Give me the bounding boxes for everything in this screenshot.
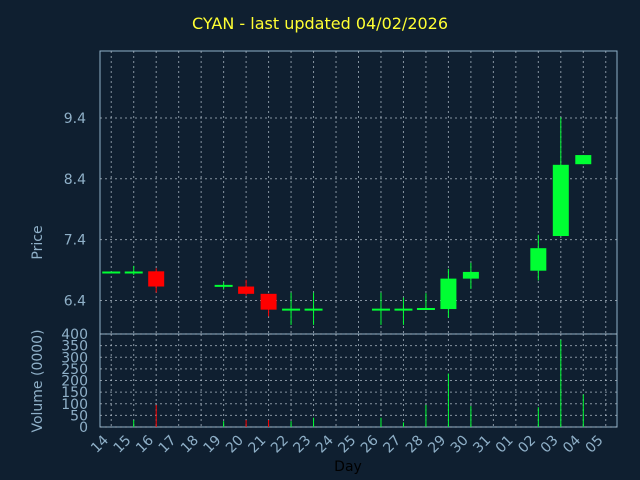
volume-tick-label: 350 bbox=[61, 339, 88, 355]
candle bbox=[148, 268, 165, 293]
candle-body bbox=[530, 248, 547, 271]
candle bbox=[214, 282, 233, 290]
x-tick-label: 25 bbox=[335, 433, 359, 457]
chart-title: CYAN - last updated 04/02/2026 bbox=[191, 14, 449, 33]
x-tick-label: 29 bbox=[425, 433, 449, 457]
candle bbox=[260, 293, 277, 317]
x-tick-label: 30 bbox=[448, 433, 472, 457]
x-tick-label: 21 bbox=[245, 433, 269, 457]
x-tick-label: 02 bbox=[515, 433, 539, 457]
candle bbox=[530, 234, 547, 281]
volume-tick-label: 300 bbox=[61, 350, 88, 366]
volume-tick-label: 200 bbox=[61, 374, 88, 390]
candle bbox=[394, 297, 413, 325]
x-tick-label: 16 bbox=[133, 432, 157, 456]
x-tick-label: 14 bbox=[88, 432, 112, 456]
price-tick-label: 6.4 bbox=[64, 294, 86, 310]
candle-body bbox=[575, 155, 592, 165]
x-tick-label: 01 bbox=[493, 433, 517, 457]
price-tick-label: 9.4 bbox=[64, 111, 86, 127]
volume-tick-label: 0 bbox=[79, 420, 88, 436]
price-tick-label: 8.4 bbox=[64, 172, 86, 188]
volume-tick-label: 100 bbox=[61, 397, 88, 413]
price-axis-label: Price bbox=[30, 225, 46, 259]
candle-body bbox=[260, 293, 277, 310]
candle bbox=[371, 292, 390, 325]
x-tick-label: 22 bbox=[268, 433, 292, 457]
x-tick-label: 28 bbox=[403, 433, 427, 457]
candle bbox=[552, 117, 569, 237]
x-axis-label: Day bbox=[334, 459, 362, 475]
volume-axis-label: Volume (0000) bbox=[30, 329, 46, 432]
price-tick-label: 7.4 bbox=[64, 233, 86, 249]
candle bbox=[440, 268, 457, 318]
x-tick-label: 04 bbox=[560, 432, 584, 456]
x-tick-label: 19 bbox=[201, 433, 225, 457]
x-tick-label: 26 bbox=[358, 432, 382, 456]
x-tick-label: 23 bbox=[290, 433, 314, 457]
volume-tick-label: 250 bbox=[61, 362, 88, 378]
candle bbox=[282, 292, 301, 325]
x-tick-label: 05 bbox=[583, 433, 607, 457]
candle bbox=[462, 262, 479, 289]
x-tick-label: 18 bbox=[178, 433, 202, 457]
candle-body bbox=[552, 164, 569, 237]
x-tick-label: 27 bbox=[380, 433, 404, 457]
candle-body bbox=[462, 271, 479, 279]
candle-body bbox=[238, 286, 255, 294]
x-tick-label: 17 bbox=[156, 433, 180, 457]
candle bbox=[124, 265, 143, 275]
x-tick-label: 03 bbox=[538, 433, 562, 457]
candle bbox=[416, 293, 435, 311]
volume-tick-label: 400 bbox=[61, 327, 88, 343]
volume-tick-label: 50 bbox=[70, 408, 88, 424]
candle bbox=[238, 279, 255, 296]
candle-body bbox=[440, 278, 457, 310]
x-tick-label: 15 bbox=[111, 433, 135, 457]
candle bbox=[575, 155, 592, 165]
candle bbox=[304, 292, 323, 325]
x-tick-label: 31 bbox=[470, 433, 494, 457]
x-tick-label: 20 bbox=[223, 433, 247, 457]
volume-tick-label: 150 bbox=[61, 385, 88, 401]
candle-body bbox=[148, 271, 165, 287]
x-tick-label: 24 bbox=[313, 432, 337, 456]
